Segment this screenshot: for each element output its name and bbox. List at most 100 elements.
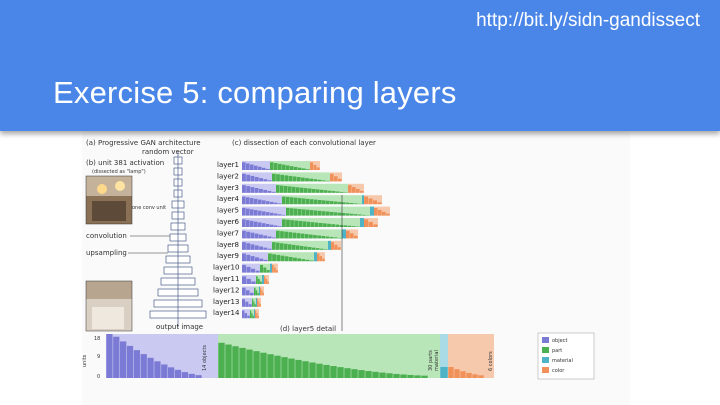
layer-bar (358, 214, 362, 216)
detail-bar (239, 347, 246, 378)
layer-bar (280, 243, 284, 250)
layer-label: layer9 (217, 252, 239, 260)
layer-bar (335, 224, 340, 227)
layer-bar (296, 187, 300, 193)
detail-bar (330, 366, 337, 378)
layer-segment (242, 195, 282, 205)
layer-bar (339, 224, 344, 227)
layer-bar (267, 236, 272, 239)
layer-bar (276, 185, 280, 193)
detail-bar (181, 372, 188, 378)
layer-segment (272, 172, 330, 182)
layer-bar (316, 189, 320, 193)
layer-bar (254, 304, 256, 307)
layer-bar (350, 233, 354, 239)
layer-bar (266, 168, 270, 170)
layer-bar (286, 165, 290, 170)
layer-bar (258, 278, 260, 284)
detail-bar (351, 369, 358, 378)
layer-bar (371, 210, 373, 216)
layer-bar (354, 203, 358, 205)
layer-bar (251, 313, 253, 319)
layer-bar (274, 163, 278, 170)
layer-bar (282, 164, 286, 170)
layer-bar (244, 313, 248, 319)
layer-bar (372, 213, 374, 216)
layer-bar (298, 167, 302, 170)
layer-bar (242, 287, 246, 296)
layer-bar (274, 225, 278, 227)
detail-bar (126, 345, 134, 378)
layer-bar (263, 247, 268, 250)
layer-label: layer11 (213, 275, 239, 283)
panel-d-title: (d) layer5 detail (280, 325, 336, 333)
layer-segment (242, 263, 260, 273)
output-image-label: output image (156, 323, 203, 331)
layer-bar (242, 196, 246, 205)
layer-bar (352, 187, 356, 193)
layer-bar (300, 245, 304, 250)
layer-bar (362, 199, 364, 205)
layer-segment (242, 240, 272, 250)
layer-bar (312, 188, 316, 193)
layer-bar (246, 186, 251, 193)
layer-bar (242, 276, 247, 284)
layer-bar (317, 235, 321, 239)
detail-bar (154, 361, 161, 378)
layer-bar (363, 201, 364, 205)
layer-bar (254, 165, 258, 170)
layer-bar (322, 200, 326, 205)
layer-bar (264, 276, 266, 284)
layer-bar (250, 232, 255, 239)
layer-bar (342, 202, 346, 205)
layer-bar (288, 186, 292, 193)
slide-url[interactable]: http://bit.ly/sidn-gandissect (476, 10, 700, 31)
legend-label-material: material (552, 358, 573, 364)
detail-bar (400, 374, 407, 378)
y-tick-9: 9 (97, 354, 100, 360)
layer-segment (242, 229, 276, 239)
layer-bar (250, 220, 254, 227)
layer-bar (346, 202, 350, 205)
layer-bar (267, 180, 272, 182)
layer-bar (263, 259, 268, 262)
layer-bar (256, 313, 258, 319)
one-conv-unit-label: one conv unit (132, 205, 166, 211)
group-label-material: material (434, 350, 440, 371)
detail-bar (106, 334, 113, 378)
layer-bar (304, 188, 308, 193)
layer-bar (260, 287, 262, 296)
layer-bar (301, 177, 305, 182)
layer-bar (330, 211, 334, 216)
layer-bar (315, 256, 316, 262)
layer-label: layer2 (217, 172, 239, 180)
layer-segment (242, 161, 270, 170)
panel-a-title: (a) Progressive GAN architecture (86, 139, 201, 147)
detail-bar (140, 354, 147, 378)
detail-bar (246, 349, 253, 378)
layer-bar (242, 253, 246, 262)
activation-photo (85, 175, 133, 225)
layer-segment (270, 161, 310, 170)
detail-bar (407, 374, 414, 378)
layer-bar (280, 185, 284, 193)
layer-bar (313, 179, 318, 182)
layer-bar (258, 210, 262, 216)
layer-segment (272, 240, 328, 250)
layer-bar (265, 278, 268, 284)
layer-bar (329, 236, 334, 239)
layer-bar (246, 197, 250, 205)
layer-bar (250, 164, 254, 170)
layer-bar (310, 199, 314, 205)
network-stack (149, 151, 207, 327)
layer-bar (328, 190, 332, 193)
layer-bar (330, 247, 331, 250)
layer-bar (286, 207, 290, 216)
layer-bar (292, 232, 297, 239)
detail-bar (188, 373, 195, 378)
layer-bar (314, 222, 319, 227)
layer-bar (288, 244, 292, 250)
layer-bar (304, 246, 308, 250)
layer-bar (250, 187, 255, 193)
layer-bar (309, 260, 314, 262)
